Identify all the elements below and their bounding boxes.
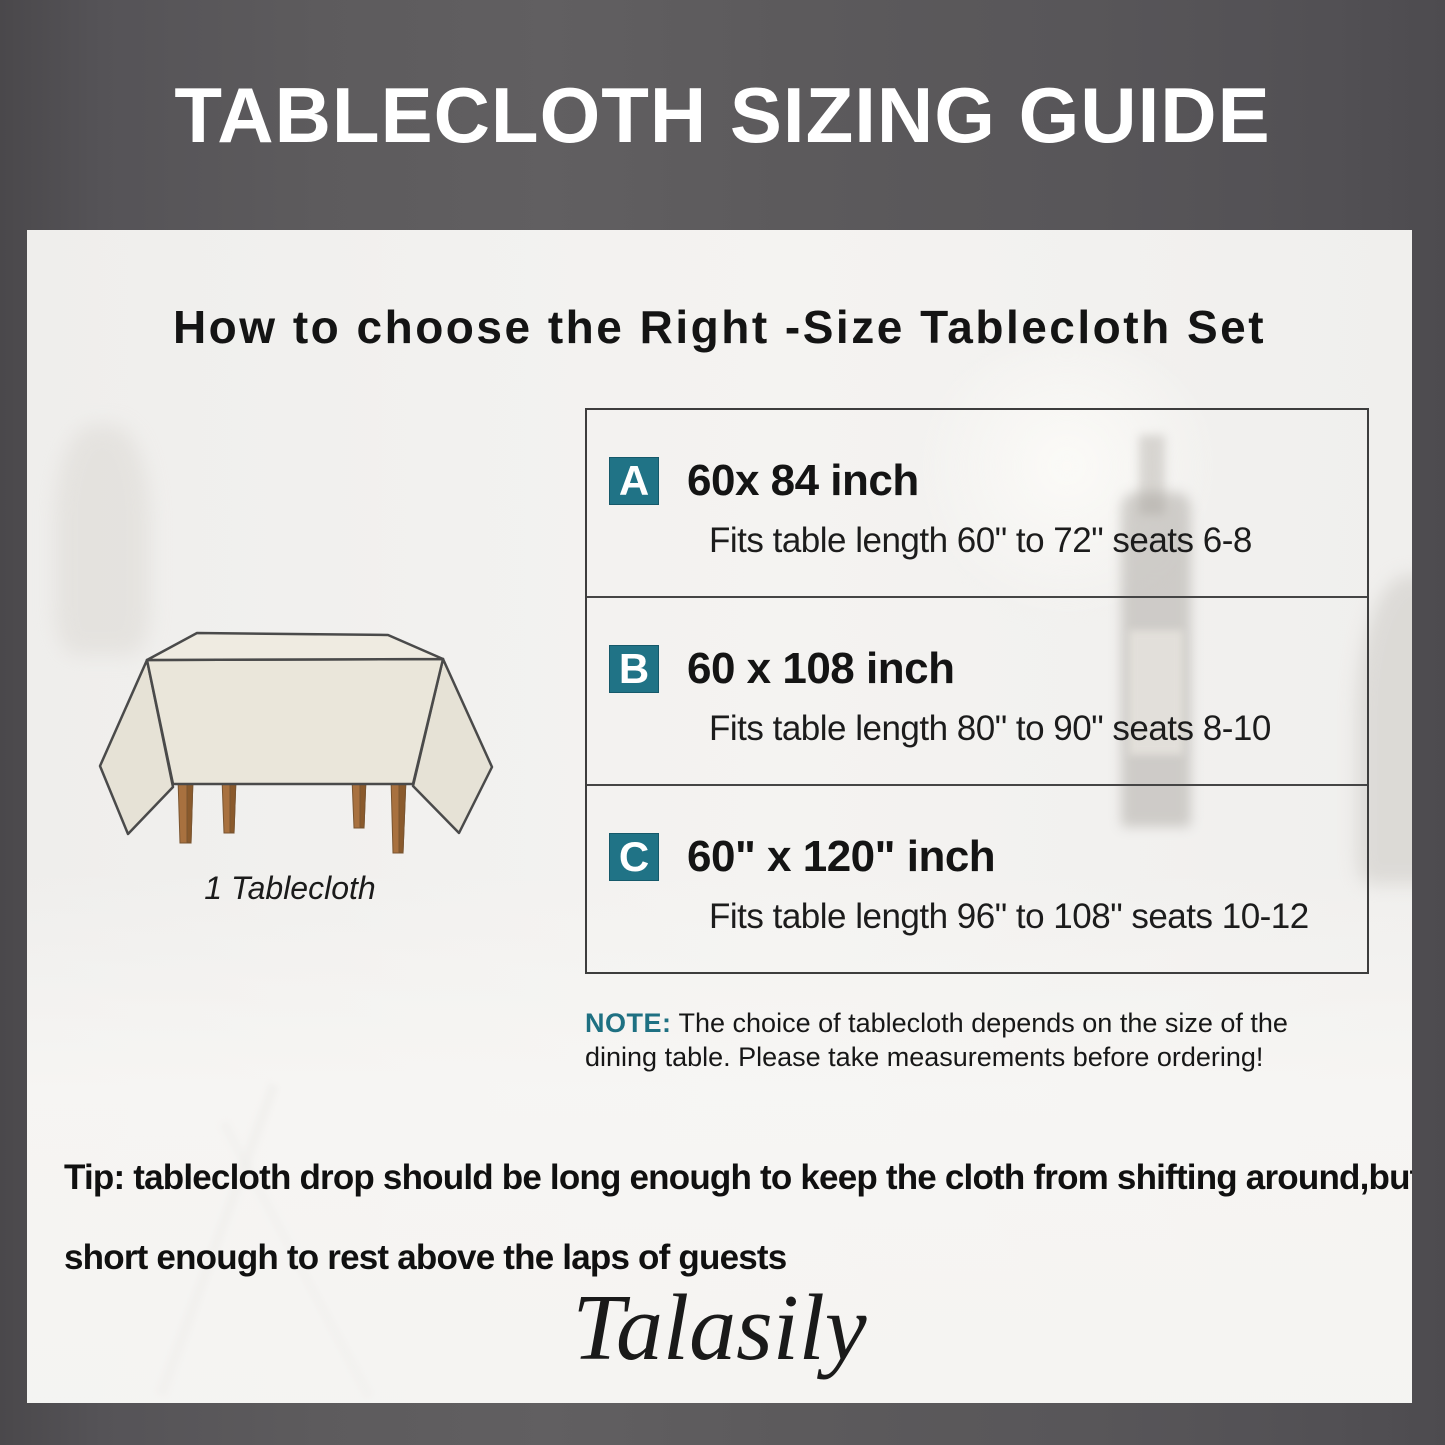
note-line2: dining table. Please take measurements b… [585, 1042, 1264, 1072]
tip-line2: short enough to rest above the laps of g… [64, 1238, 787, 1277]
note-label: NOTE: [585, 1008, 672, 1038]
tip-line1: Tip: tablecloth drop should be long enou… [64, 1158, 1412, 1197]
tablecloth-drawing [98, 631, 494, 854]
size-label: 60x 84 inch [687, 455, 919, 505]
fit-label: Fits table length 80" to 90" seats 8-10 [709, 708, 1271, 748]
fit-label: Fits table length 96" to 108" seats 10-1… [709, 896, 1309, 936]
title-bar: TABLECLOTH SIZING GUIDE [0, 0, 1445, 230]
illustration-caption: 1 Tablecloth [204, 870, 376, 906]
fit-label: Fits table length 60" to 72" seats 6-8 [709, 520, 1252, 560]
content-panel: How to choose the Right -Size Tablecloth… [27, 230, 1412, 1403]
size-row-c: C 60" x 120" inch Fits table length 96" … [587, 784, 1367, 972]
tablecloth-illustration: 1 Tablecloth [90, 570, 570, 950]
page-title: TABLECLOTH SIZING GUIDE [174, 70, 1271, 159]
size-table: A 60x 84 inch Fits table length 60" to 7… [585, 408, 1369, 974]
size-badge-c: C [609, 832, 659, 881]
section-heading: How to choose the Right -Size Tablecloth… [172, 301, 1267, 353]
size-row-b: B 60 x 108 inch Fits table length 80" to… [587, 596, 1367, 784]
size-badge-b: B [609, 644, 659, 693]
size-badge-a: A [609, 456, 659, 505]
size-label: 60 x 108 inch [687, 643, 955, 693]
note-line1: The choice of tablecloth depends on the … [671, 1008, 1288, 1038]
brand-logo: Talasily [572, 1276, 867, 1380]
size-row-a: A 60x 84 inch Fits table length 60" to 7… [587, 410, 1367, 596]
note-text: NOTE: The choice of tablecloth depends o… [585, 1006, 1288, 1074]
size-label: 60" x 120" inch [687, 831, 996, 881]
